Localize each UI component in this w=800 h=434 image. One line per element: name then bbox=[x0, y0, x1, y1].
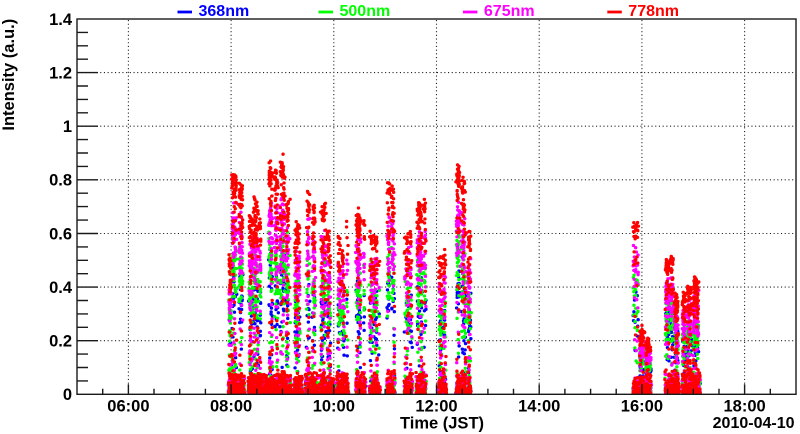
svg-text:14:00: 14:00 bbox=[518, 398, 560, 416]
svg-text:778nm: 778nm bbox=[628, 3, 679, 20]
svg-text:08:00: 08:00 bbox=[210, 398, 252, 416]
svg-text:1.4: 1.4 bbox=[49, 11, 73, 29]
svg-text:Intensity (a.u.): Intensity (a.u.) bbox=[0, 19, 18, 131]
svg-text:0.4: 0.4 bbox=[49, 279, 73, 297]
svg-text:2010-04-10: 2010-04-10 bbox=[713, 415, 795, 432]
svg-text:06:00: 06:00 bbox=[107, 398, 149, 416]
svg-text:500nm: 500nm bbox=[340, 3, 391, 20]
svg-text:0.2: 0.2 bbox=[49, 333, 72, 351]
svg-text:0: 0 bbox=[63, 386, 72, 404]
svg-text:368nm: 368nm bbox=[199, 3, 250, 20]
svg-text:10:00: 10:00 bbox=[313, 398, 355, 416]
svg-text:Time (JST): Time (JST) bbox=[400, 415, 484, 433]
svg-text:1.2: 1.2 bbox=[49, 65, 72, 83]
svg-text:0.6: 0.6 bbox=[49, 225, 72, 243]
svg-text:0.8: 0.8 bbox=[49, 172, 72, 190]
svg-text:675nm: 675nm bbox=[484, 3, 535, 20]
svg-text:16:00: 16:00 bbox=[621, 398, 663, 416]
svg-text:1: 1 bbox=[63, 118, 72, 136]
svg-text:18:00: 18:00 bbox=[723, 398, 765, 416]
svg-text:12:00: 12:00 bbox=[415, 398, 457, 416]
